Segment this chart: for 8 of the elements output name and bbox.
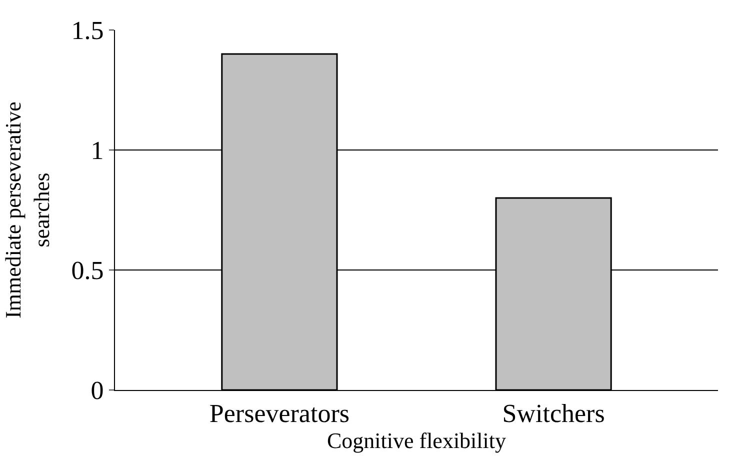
x-tick-label: Perseverators xyxy=(209,399,350,428)
y-tick-label: 0 xyxy=(90,376,104,406)
y-tick-label: 1.5 xyxy=(71,16,104,46)
x-tick-label: Switchers xyxy=(502,399,605,428)
x-axis-title: Cognitive flexibility xyxy=(326,428,506,454)
y-axis-title: Immediate perseverative searches xyxy=(0,102,54,318)
y-tick-label: 0.5 xyxy=(71,256,104,286)
y-tick-label: 1 xyxy=(90,136,104,166)
